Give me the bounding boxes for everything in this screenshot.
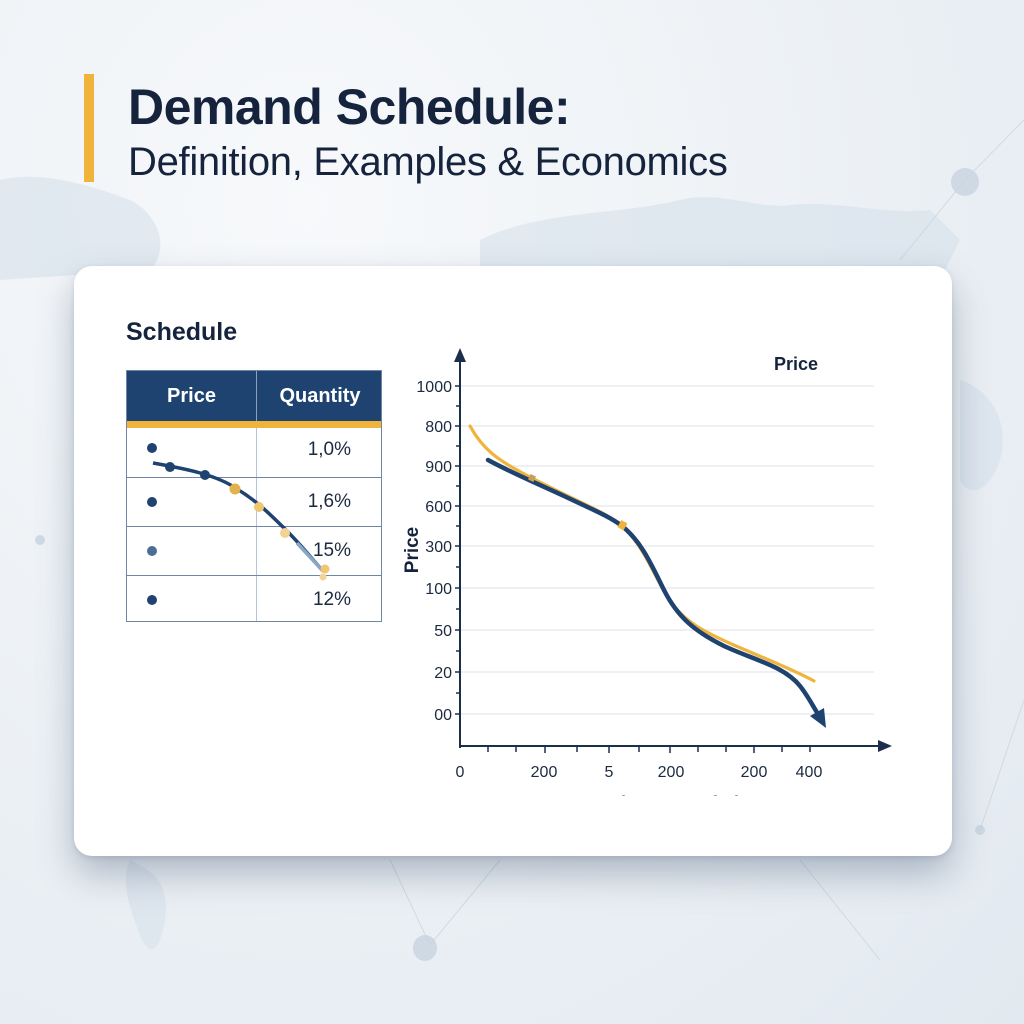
table-header: Price Quantity xyxy=(127,371,381,421)
column-header-price: Price xyxy=(127,371,257,421)
legend-label-price: Price xyxy=(774,354,818,374)
schedule-heading: Schedule xyxy=(126,318,238,346)
x-tick-label: 200 xyxy=(658,764,685,781)
quantity-cell: 15% xyxy=(312,540,351,561)
y-tick-label: 100 xyxy=(425,581,452,598)
x-axis-arrow-icon xyxy=(878,740,892,752)
column-header-quantity: Quantity xyxy=(279,385,361,407)
y-tick-label: 1000 xyxy=(416,379,452,396)
mini-demand-curve xyxy=(152,461,330,581)
price-dot-marker xyxy=(147,595,157,605)
y-tick-label: 900 xyxy=(425,459,452,476)
price-dot-marker xyxy=(147,443,157,453)
quantity-cell: 12% xyxy=(312,589,351,610)
table-row: 1,0% xyxy=(127,428,381,477)
table-row: 12% xyxy=(127,575,381,624)
x-tick-label: 200 xyxy=(741,764,768,781)
y-tick-label: 00 xyxy=(434,707,452,724)
x-tick-label: 200 xyxy=(531,764,558,781)
y-tick-label: 50 xyxy=(434,623,452,640)
quantity-cell: 1,6% xyxy=(307,491,351,512)
page-title: Demand Schedule: xyxy=(128,79,571,135)
demand-line-chart: 1000 800 900 600 300 100 50 20 00 0 200 … xyxy=(402,348,892,796)
x-tick-label: 400 xyxy=(796,764,823,781)
x-axis-label: Quantity Demanded xyxy=(569,793,739,796)
price-dot-marker xyxy=(147,546,157,556)
schedule-table: Price Quantity 1,0% 1,6% 15% 12% xyxy=(126,370,382,622)
x-tick-label: 5 xyxy=(605,764,614,781)
table-row: 1,6% xyxy=(127,477,381,526)
y-tick-label: 600 xyxy=(425,499,452,516)
y-tick-label: 300 xyxy=(425,539,452,556)
price-dot-marker xyxy=(147,497,157,507)
demand-curve-gold xyxy=(468,424,816,683)
header-accent-rule xyxy=(127,421,381,428)
title-accent-bar xyxy=(84,74,94,182)
x-tick-label: 0 xyxy=(456,764,465,781)
y-tick-label: 20 xyxy=(434,665,452,682)
axes xyxy=(459,360,880,748)
content-card: Schedule Price Quantity 1,0% 1,6% 15% 12… xyxy=(74,266,952,856)
gridlines xyxy=(461,385,874,715)
y-axis-arrow-icon xyxy=(454,348,466,362)
quantity-cell: 1,0% xyxy=(307,439,351,460)
table-row: 15% xyxy=(127,526,381,575)
curve-arrowhead-icon xyxy=(810,708,826,728)
page-subtitle: Definition, Examples & Economics xyxy=(128,140,728,184)
column-divider xyxy=(256,428,257,621)
y-tick-label: 800 xyxy=(425,419,452,436)
y-axis-label: Price xyxy=(402,527,423,573)
demand-curve-navy xyxy=(485,457,821,717)
